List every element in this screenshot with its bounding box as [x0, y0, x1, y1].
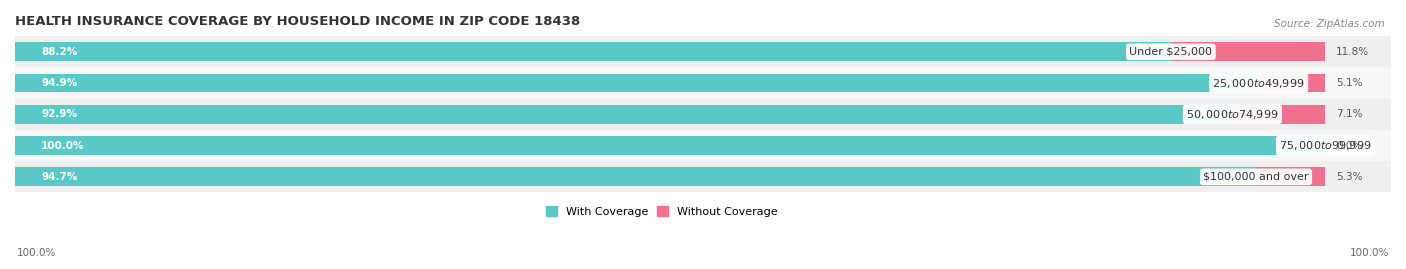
- Text: 11.8%: 11.8%: [1336, 47, 1369, 57]
- Text: $25,000 to $49,999: $25,000 to $49,999: [1212, 76, 1305, 90]
- Bar: [15, 99, 1391, 130]
- Text: Under $25,000: Under $25,000: [1129, 47, 1212, 57]
- Bar: [15, 167, 1256, 186]
- Text: 94.9%: 94.9%: [41, 78, 77, 88]
- Bar: [15, 136, 1326, 155]
- Text: $100,000 and over: $100,000 and over: [1204, 172, 1309, 182]
- Text: $50,000 to $74,999: $50,000 to $74,999: [1187, 108, 1278, 121]
- Text: 0.0%: 0.0%: [1336, 141, 1362, 151]
- Text: 94.7%: 94.7%: [41, 172, 77, 182]
- Bar: [1171, 42, 1326, 61]
- Bar: [15, 161, 1391, 192]
- Legend: With Coverage, Without Coverage: With Coverage, Without Coverage: [541, 202, 782, 221]
- Text: 5.1%: 5.1%: [1336, 78, 1362, 88]
- Bar: [15, 36, 1391, 67]
- Text: 100.0%: 100.0%: [17, 248, 56, 258]
- Text: $75,000 to $99,999: $75,000 to $99,999: [1279, 139, 1372, 152]
- Text: 100.0%: 100.0%: [41, 141, 84, 151]
- Text: HEALTH INSURANCE COVERAGE BY HOUSEHOLD INCOME IN ZIP CODE 18438: HEALTH INSURANCE COVERAGE BY HOUSEHOLD I…: [15, 15, 581, 28]
- Bar: [1233, 105, 1326, 124]
- Text: 88.2%: 88.2%: [41, 47, 77, 57]
- Text: 100.0%: 100.0%: [1350, 248, 1389, 258]
- Bar: [15, 42, 1171, 61]
- Text: 5.3%: 5.3%: [1336, 172, 1362, 182]
- Text: Source: ZipAtlas.com: Source: ZipAtlas.com: [1274, 19, 1385, 29]
- Bar: [15, 67, 1391, 99]
- Bar: [1256, 167, 1326, 186]
- Text: 92.9%: 92.9%: [41, 109, 77, 119]
- Bar: [15, 105, 1233, 124]
- Text: 7.1%: 7.1%: [1336, 109, 1362, 119]
- Bar: [1258, 74, 1326, 92]
- Bar: [15, 130, 1391, 161]
- Bar: [15, 74, 1258, 92]
